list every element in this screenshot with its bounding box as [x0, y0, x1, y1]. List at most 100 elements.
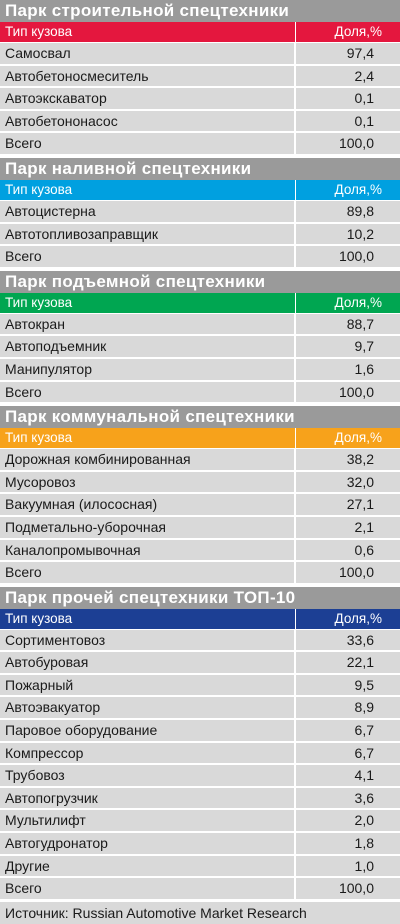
table-row: Пожарный 9,5	[0, 674, 400, 698]
table-row: Автотопливозаправщик 10,2	[0, 223, 400, 247]
row-name: Всего	[0, 381, 296, 403]
row-name: Трубовоз	[0, 765, 296, 786]
row-name: Всего	[0, 878, 296, 899]
table-header-row: Тип кузова Доля,%	[0, 179, 400, 201]
column-header-share: Доля,%	[334, 181, 382, 197]
row-share-value: 97,4	[346, 45, 374, 61]
column-header-share: Доля,%	[334, 610, 382, 626]
row-share-value: 1,8	[354, 835, 374, 852]
table-row: Автоцистерна 89,8	[0, 200, 400, 224]
table-row: Другие 1,0	[0, 855, 400, 879]
row-share-value: 1,6	[354, 360, 374, 377]
row-share-value: 88,7	[346, 315, 374, 332]
table-row: Подметально-уборочная 2,1	[0, 516, 400, 540]
row-share-value: 0,6	[354, 541, 374, 558]
row-share-value: 2,4	[354, 67, 374, 84]
table-row: Паровое оборудование 6,7	[0, 720, 400, 743]
table-row: Всего 100,0	[0, 381, 400, 405]
table-row: Автобетоносмеситель 2,4	[0, 65, 400, 89]
table-row: Компрессор 6,7	[0, 742, 400, 766]
table-row: Автогудронатор 1,8	[0, 833, 400, 856]
row-share-value: 2,1	[354, 518, 374, 535]
section-lifting: Парк подъемной спецтехники Тип кузова Доля…	[0, 270, 400, 405]
row-share-value: 27,1	[346, 496, 374, 513]
table-row: Вакуумная (илососная) 27,1	[0, 494, 400, 517]
row-share-value: 10,2	[346, 225, 374, 242]
row-name: Пожарный	[0, 674, 296, 696]
row-share-value: 100,0	[338, 135, 374, 152]
column-header-type: Тип кузова	[0, 428, 296, 449]
table-row: Манипулятор 1,6	[0, 358, 400, 382]
row-share-value: 2,0	[354, 812, 374, 829]
table-row: Автоэкскаватор 0,1	[0, 88, 400, 111]
row-name: Самосвал	[0, 43, 296, 64]
row-name: Автоэкскаватор	[0, 88, 296, 109]
table-row: Дорожная комбинированная 38,2	[0, 449, 400, 472]
row-name: Сортиментовоз	[0, 629, 296, 651]
table-row: Автобуровая 22,1	[0, 652, 400, 675]
table-row: Всего 100,0	[0, 133, 400, 156]
row-share-value: 0,1	[354, 90, 374, 107]
table-header-row: Тип кузова Доля,%	[0, 22, 400, 43]
row-share-value: 38,2	[346, 451, 374, 468]
column-header-type: Тип кузова	[0, 608, 296, 629]
column-header-share: Доля,%	[334, 24, 382, 39]
table-row: Всего 100,0	[0, 878, 400, 901]
table-row: Трубовоз 4,1	[0, 765, 400, 788]
row-name: Автотопливозаправщик	[0, 223, 296, 245]
row-name: Автоподъемник	[0, 336, 296, 357]
row-name: Автоэвакуатор	[0, 697, 296, 719]
row-name: Компрессор	[0, 742, 296, 764]
section-title: Парк строительной спецтехники	[0, 0, 400, 22]
row-name: Автоцистерна	[0, 200, 296, 222]
row-share-value: 89,8	[346, 202, 374, 219]
row-share-value: 4,1	[354, 767, 374, 784]
section-title: Парк наливной спецтехники	[0, 157, 400, 180]
row-name: Манипулятор	[0, 358, 296, 380]
row-name: Мусоровоз	[0, 471, 296, 493]
section-other: Парк прочей спецтехники ТОП-10 Тип кузова…	[0, 586, 400, 901]
table-row: Автоподъемник 9,7	[0, 336, 400, 359]
table-header-row: Тип кузова Доля,%	[0, 608, 400, 630]
row-share-value: 100,0	[338, 564, 374, 581]
row-name: Подметально-уборочная	[0, 516, 296, 538]
table-row: Самосвал 97,4	[0, 43, 400, 66]
row-share-value: 9,7	[354, 338, 374, 355]
section-title: Парк подъемной спецтехники	[0, 270, 400, 293]
section-construction: Парк строительной спецтехники Тип кузова Д…	[0, 0, 400, 156]
table-row: Мусоровоз 32,0	[0, 471, 400, 495]
table-row: Каналопромывочная 0,6	[0, 539, 400, 563]
section-title: Парк прочей спецтехники ТОП-10	[0, 586, 400, 609]
row-name: Всего	[0, 133, 296, 154]
table-header-row: Тип кузова Доля,%	[0, 292, 400, 314]
table-header-row: Тип кузова Доля,%	[0, 428, 400, 450]
row-name: Каналопромывочная	[0, 539, 296, 561]
table-row: Сортиментовоз 33,6	[0, 629, 400, 653]
table-row: Всего 100,0	[0, 246, 400, 269]
section-liquid: Парк наливной спецтехники Тип кузова Доля,…	[0, 157, 400, 269]
column-header-share: Доля,%	[334, 430, 382, 446]
table-row: Автокран 88,7	[0, 313, 400, 337]
row-share-value: 3,6	[354, 789, 374, 806]
table-row: Автобетононасос 0,1	[0, 110, 400, 134]
row-name: Автобетоносмеситель	[0, 65, 296, 87]
row-share-value: 1,0	[354, 857, 374, 874]
row-share-value: 8,9	[354, 699, 374, 716]
row-share-value: 9,5	[354, 676, 374, 693]
row-name: Автокран	[0, 313, 296, 335]
table-row: Автоэвакуатор 8,9	[0, 697, 400, 721]
source-note: Источник: Russian Automotive Market Rese…	[0, 901, 400, 924]
row-share-value: 100,0	[338, 383, 374, 400]
row-name: Всего	[0, 246, 296, 267]
row-name: Автобуровая	[0, 652, 296, 673]
row-name: Паровое оборудование	[0, 720, 296, 741]
section-municipal: Парк коммунальной спецтехники Тип кузова Д…	[0, 406, 400, 585]
row-name: Дорожная комбинированная	[0, 449, 296, 470]
row-share-value: 22,1	[346, 654, 374, 671]
sections-container: Парк строительной спецтехники Тип кузова Д…	[0, 0, 400, 901]
row-name: Мультилифт	[0, 810, 296, 832]
section-title: Парк коммунальной спецтехники	[0, 406, 400, 429]
row-share-value: 33,6	[346, 631, 374, 648]
row-name: Автогудронатор	[0, 833, 296, 854]
